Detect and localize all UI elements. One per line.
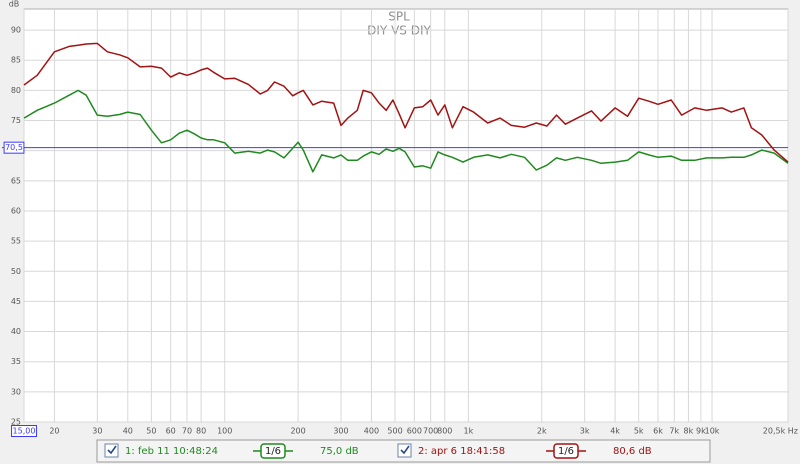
y-tick-label: 35: [11, 357, 21, 366]
checkbox-check: [107, 445, 117, 455]
y-tick-label: 60: [11, 206, 21, 215]
y-tick-label: 90: [11, 26, 21, 35]
x-tick-label: 500: [387, 427, 402, 436]
series-line: [23, 42, 789, 163]
legend-checkbox[interactable]: [104, 443, 119, 458]
series-line: [23, 89, 789, 173]
x-tick-label: 40: [123, 427, 133, 436]
y-tick-label: 65: [11, 176, 21, 185]
x-tick-label: 100: [217, 427, 232, 436]
x-tick-label: 400: [364, 427, 379, 436]
x-tick-label: 3k: [580, 427, 590, 436]
smoothing-box[interactable]: [260, 443, 286, 459]
legend-label: 2: apr 6 18:41:58: [418, 446, 505, 457]
legend-level: 80,6 dB: [613, 446, 652, 457]
x-tick-label: 70: [182, 427, 192, 436]
y-axis-label: dB: [9, 0, 20, 9]
x-tick-label: 60: [166, 427, 176, 436]
x-tick-label: 6k: [653, 427, 663, 436]
x-tick-label: 2k: [537, 427, 547, 436]
x-tick-label: 10k: [705, 427, 720, 436]
checkbox-check: [400, 445, 410, 455]
label-box: [11, 425, 37, 437]
reference-label: 70,5: [5, 143, 23, 152]
legend-label: 1: feb 11 10:48:24: [125, 446, 218, 457]
x-tick-label: 700: [423, 427, 438, 436]
y-tick-label: 75: [11, 116, 21, 125]
y-tick-label: 85: [11, 56, 21, 65]
legend-level: 75,0 dB: [320, 446, 359, 457]
x-tick-label: 7k: [669, 427, 679, 436]
smoothing-box[interactable]: [553, 443, 579, 459]
x-tick-label: 5k: [634, 427, 644, 436]
x-tick-label: 4k: [610, 427, 620, 436]
x-tick-label: 800: [437, 427, 452, 436]
legend: 1: feb 11 10:48:24 1/6 75,0 dB 2: apr 6 18:…: [96, 439, 711, 463]
x-tick-label: 9k: [696, 427, 706, 436]
legend-checkbox[interactable]: [397, 443, 412, 458]
x-tick-label: 30: [92, 427, 102, 436]
plot-area: [23, 8, 789, 423]
chart-title: SPL: [388, 10, 410, 24]
x-tick-label: 8k: [684, 427, 694, 436]
x-tick-label: 80: [196, 427, 206, 436]
x-tick-label: 50: [146, 427, 156, 436]
x-tick-label: 300: [333, 427, 348, 436]
label-box: [3, 141, 25, 154]
y-tick-label: 30: [11, 387, 21, 396]
y-tick-label: 55: [11, 237, 21, 246]
y-tick-label: 25: [11, 418, 21, 427]
smoothing-label: 1/6: [558, 446, 574, 457]
x-tick-label: 200: [290, 427, 305, 436]
x-tick-label: 600: [407, 427, 422, 436]
x-tick-label: 1k: [464, 427, 474, 436]
x-tick-label: 20: [49, 427, 59, 436]
y-tick-label: 80: [11, 86, 21, 95]
smoothing-label: 1/6: [265, 446, 281, 457]
y-tick-label: 50: [11, 267, 21, 276]
y-tick-label: 45: [11, 297, 21, 306]
y-tick-label: 40: [11, 327, 21, 336]
x-tick-label: 15,00: [13, 427, 36, 436]
x-tick-label: 20,5k Hz: [763, 427, 798, 436]
